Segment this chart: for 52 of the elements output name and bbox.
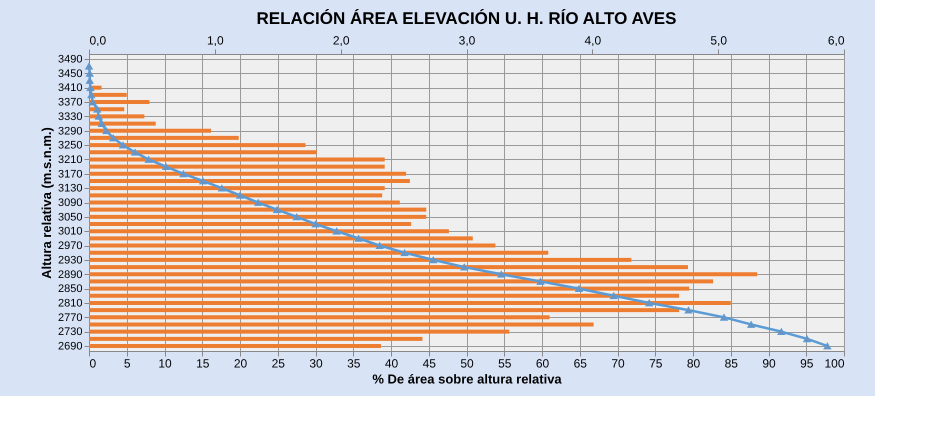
x-tick-label: 20 [234, 356, 248, 370]
y-tick-label: 3210 [58, 154, 82, 166]
y-tick-label: 3290 [58, 125, 82, 138]
x2-tick-label: 3,0 [458, 34, 476, 48]
x-tick-label: 55 [498, 356, 512, 370]
y-tick-label: 2810 [58, 297, 82, 310]
y-tick-label: 2690 [58, 340, 82, 352]
y-tick-label: 3090 [58, 197, 82, 209]
x2-tick-label: 4,0 [584, 34, 602, 48]
x-tick-label: 60 [536, 356, 550, 370]
y-tick-label: 3490 [58, 54, 82, 66]
y-axis-title: Altura relativa (m.s.n.m.) [39, 127, 54, 279]
x-tick-label: 10 [158, 356, 172, 370]
x2-tick-label: 5,0 [710, 34, 728, 48]
x-tick-label: 0 [90, 356, 96, 370]
x-tick-label: 50 [460, 356, 474, 370]
y-tick-label: 3330 [58, 110, 82, 123]
x-tick-label: 80 [686, 356, 700, 370]
y-tick-label: 3370 [58, 96, 82, 109]
y-tick-label: 3130 [58, 182, 82, 195]
x-tick-label: 95 [800, 356, 814, 370]
x2-tick-label: 6,0 [828, 34, 845, 48]
y-tick-label: 3450 [58, 68, 82, 80]
x-tick-label: 75 [649, 356, 663, 370]
x-tick-label: 70 [611, 356, 625, 370]
y-tick-label: 2770 [58, 312, 82, 324]
y-tick-label: 3170 [58, 168, 82, 180]
x-tick-label: 15 [196, 356, 210, 370]
y-tick-label: 3010 [58, 226, 82, 238]
y-tick-label: 2890 [58, 268, 82, 281]
x2-tick-label: 1,0 [206, 34, 224, 48]
x-tick-label: 85 [724, 356, 738, 370]
chart-title: RELACIÓN ÁREA ELEVACIÓN U. H. RÍO ALTO AVES [256, 8, 676, 28]
y-tick-label: 2970 [58, 240, 82, 252]
x-tick-label: 90 [762, 356, 776, 370]
x2-tick-label: 0,0 [90, 34, 107, 48]
x-tick-label: 40 [384, 356, 398, 370]
x-tick-label: 25 [272, 356, 286, 370]
y-tick-label: 2730 [58, 326, 82, 338]
y-tick-label: 2850 [58, 283, 82, 296]
x2-tick-label: 2,0 [332, 34, 350, 48]
x-tick-label: 45 [422, 356, 436, 370]
y-tick-label: 3050 [58, 211, 82, 224]
y-tick-label: 3250 [58, 140, 82, 152]
x-axis-title: % De área sobre altura relativa [372, 372, 562, 386]
y-tick-label: 2930 [58, 254, 82, 266]
y-tick-label: 3410 [58, 82, 82, 94]
x-tick-label: 65 [574, 356, 588, 370]
x-tick-label: 30 [309, 356, 323, 370]
x-tick-label: 5 [124, 356, 131, 370]
x-tick-label: 100 [824, 356, 845, 370]
x-tick-label: 35 [347, 356, 361, 370]
